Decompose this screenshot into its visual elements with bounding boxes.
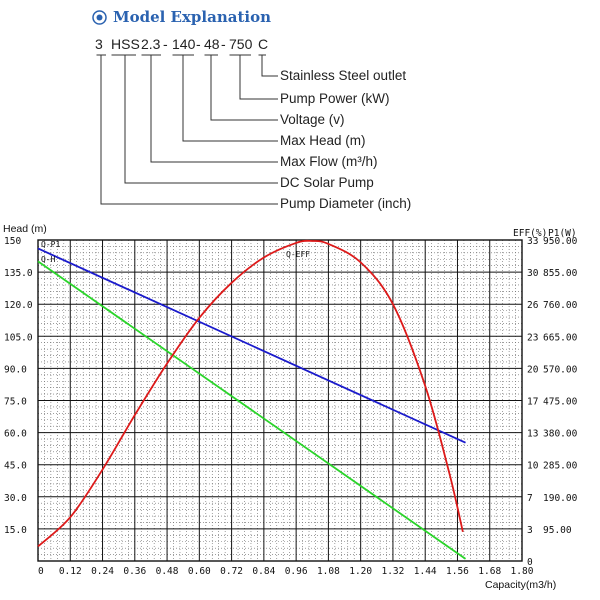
eff-tick-label: 20: [527, 364, 539, 375]
x-tick-label: 0: [38, 566, 44, 577]
eff-tick-label: 0: [527, 557, 533, 568]
eff-tick-label: 26: [527, 300, 539, 311]
series-q-eff-line: [37, 239, 464, 548]
p1-tick-label: 950.00: [543, 236, 578, 247]
x-tick-label: 0.96: [285, 566, 308, 577]
target-circle-icon: [92, 9, 107, 25]
p1-tick-label: 665.00: [543, 332, 578, 343]
x-tick-label: 0.60: [188, 566, 211, 577]
eff-tick-label: 13: [527, 429, 538, 440]
x-tick-label: 0.12: [59, 566, 82, 577]
y-tick-label: 45.0: [4, 461, 27, 472]
x-tick-label: 0.72: [220, 566, 243, 577]
eff-tick-label: 7: [527, 493, 533, 504]
code-max-head: 140: [172, 36, 196, 52]
y-tick-label: 90.0: [4, 364, 27, 375]
explanation-pump-power: Pump Power (kW): [280, 91, 390, 106]
model-explanation-header: Model Explanation: [92, 8, 271, 26]
series-q-h-line: [37, 260, 467, 560]
p1-tick-label: 760.00: [543, 300, 578, 311]
curve-label: Q-P1: [41, 240, 60, 249]
curve-label: Q-H: [41, 255, 56, 264]
x-tick-label: 0.48: [156, 566, 179, 577]
curve-label: Q-EFF: [286, 250, 310, 259]
explanation-pump-diameter: Pump Diameter (inch): [280, 196, 412, 211]
x-tick-label: 1.56: [446, 566, 469, 577]
explanation-dc-solar-pump: DC Solar Pump: [280, 175, 374, 190]
x-tick-label: 0.84: [252, 566, 275, 577]
y-tick-label: 60.0: [4, 429, 27, 440]
code-max-flow: 2.3: [141, 36, 161, 52]
y-tick-label: 150: [4, 236, 21, 247]
explanation-voltage: Voltage (v): [280, 112, 345, 127]
code-separator: -: [196, 36, 201, 52]
eff-tick-label: 10: [527, 461, 539, 472]
explanation-max-flow: Max Flow (m³/h): [280, 154, 378, 169]
eff-axis-title: EFF(%): [513, 228, 547, 239]
plot-border: [37, 239, 523, 562]
code-outlet: C: [258, 36, 269, 52]
x-tick-label: 0.36: [123, 566, 146, 577]
eff-tick-label: 23: [527, 332, 538, 343]
x-tick-label: 1.20: [349, 566, 372, 577]
y-tick-label: 105.0: [4, 332, 33, 343]
y-tick-label: 135.0: [4, 268, 33, 279]
x-tick-label: 0.24: [91, 566, 114, 577]
x-tick-label: 1.32: [381, 566, 404, 577]
p1-tick-label: 95.00: [543, 525, 572, 536]
code-pump-power: 750: [229, 36, 253, 52]
p1-tick-label: 475.00: [543, 397, 578, 408]
y-tick-label: 15.0: [4, 525, 27, 536]
p1-tick-label: 285.00: [543, 461, 578, 472]
code-pump-diameter: 3: [95, 36, 103, 52]
p1-tick-label: 380.00: [543, 429, 578, 440]
chart-axes: 0 0.12 0.24 0.36 0.48 0.60 0.72 0.84 0.96 1.08 1.2…: [4, 236, 578, 577]
p1-tick-label: 855.00: [543, 268, 578, 279]
code-separator: -: [163, 36, 168, 52]
eff-tick-label: 3: [527, 525, 533, 536]
code-series: HSS: [111, 36, 140, 52]
explanation-outlet: Stainless Steel outlet: [280, 68, 407, 83]
p1-tick-label: 570.00: [543, 364, 578, 375]
x-axis-title: Capacity(m3/h): [485, 579, 556, 591]
x-tick-label: 1.68: [478, 566, 501, 577]
y-tick-label: 75.0: [4, 397, 27, 408]
explanation-max-head: Max Head (m): [280, 133, 366, 148]
model-code-connector-lines: [96, 54, 278, 205]
eff-tick-label: 17: [527, 397, 538, 408]
chart-grid: [37, 239, 523, 562]
eff-tick-label: 30: [527, 268, 539, 279]
code-separator: -: [221, 36, 226, 52]
y-axis-title: Head (m): [3, 223, 47, 235]
eff-tick-label: 33: [527, 236, 538, 247]
p1-axis-title: P1(W): [548, 228, 577, 239]
p1-tick-label: 190.00: [543, 493, 578, 504]
chart-curves: Q-P1 Q-H Q-EFF: [37, 239, 467, 560]
code-voltage: 48: [204, 36, 220, 52]
x-tick-label: 1.80: [511, 566, 534, 577]
series-q-p1-line: [37, 247, 466, 444]
x-tick-label: 1.44: [414, 566, 437, 577]
model-explanation-title: Model Explanation: [113, 8, 272, 26]
y-tick-label: 30.0: [4, 493, 27, 504]
x-tick-label: 1.08: [317, 566, 340, 577]
y-tick-label: 120.0: [4, 300, 33, 311]
